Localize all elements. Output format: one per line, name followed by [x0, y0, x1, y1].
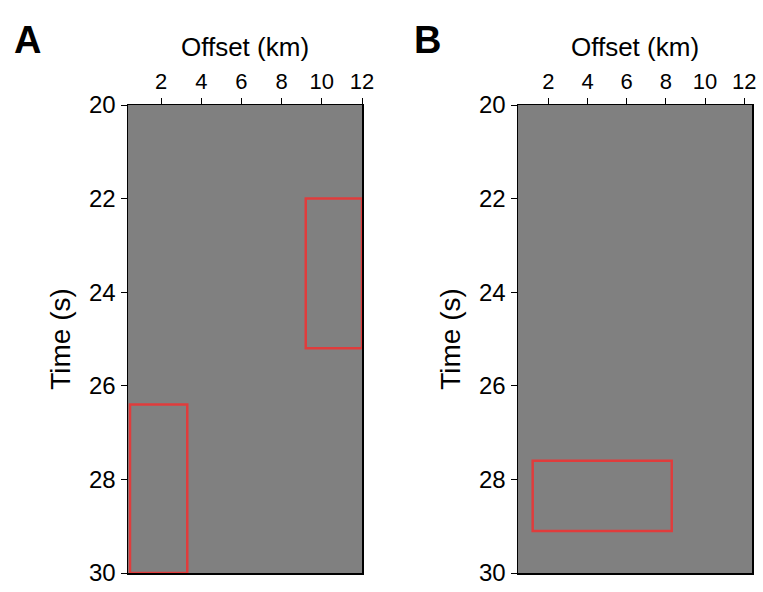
svg-text:10: 10	[310, 69, 334, 94]
svg-text:30: 30	[89, 559, 116, 586]
svg-text:Time (s): Time (s)	[435, 288, 466, 390]
svg-text:6: 6	[235, 69, 247, 94]
svg-text:20: 20	[89, 91, 116, 118]
svg-text:Offset (km): Offset (km)	[181, 32, 309, 62]
svg-text:24: 24	[479, 279, 506, 306]
svg-text:8: 8	[276, 69, 288, 94]
svg-text:28: 28	[89, 466, 116, 493]
svg-text:A: A	[14, 19, 41, 61]
svg-text:22: 22	[479, 185, 506, 212]
svg-text:28: 28	[479, 466, 506, 493]
svg-text:B: B	[414, 19, 441, 61]
svg-text:26: 26	[479, 372, 506, 399]
svg-text:10: 10	[693, 69, 717, 94]
svg-text:24: 24	[89, 279, 116, 306]
svg-text:12: 12	[732, 69, 756, 94]
svg-text:2: 2	[155, 69, 167, 94]
svg-text:4: 4	[581, 69, 593, 94]
svg-text:22: 22	[89, 185, 116, 212]
svg-text:8: 8	[660, 69, 672, 94]
svg-text:6: 6	[621, 69, 633, 94]
svg-text:26: 26	[89, 372, 116, 399]
svg-text:30: 30	[479, 559, 506, 586]
svg-text:4: 4	[195, 69, 207, 94]
svg-text:Offset (km): Offset (km)	[571, 32, 699, 62]
svg-text:Time (s): Time (s)	[45, 288, 76, 390]
svg-text:20: 20	[479, 91, 506, 118]
svg-text:12: 12	[350, 69, 374, 94]
svg-text:2: 2	[542, 69, 554, 94]
